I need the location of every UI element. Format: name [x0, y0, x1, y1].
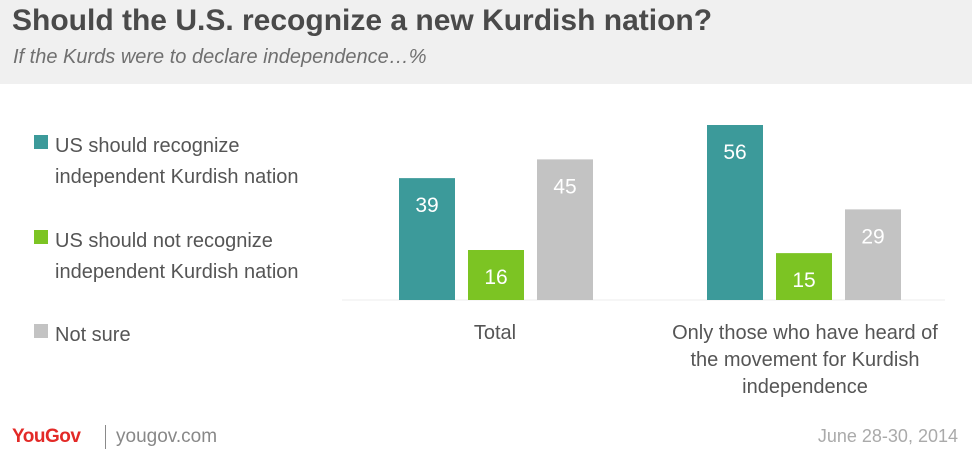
chart-title: Should the U.S. recognize a new Kurdish … [12, 4, 713, 37]
bar-recognize-1 [707, 125, 763, 300]
category-label-heard-of-movement: Only those who have heard of the movemen… [672, 322, 938, 398]
bar-not-recognize-1 [776, 253, 832, 300]
bar-not-sure-1 [845, 209, 901, 300]
bar-value-not-recognize-0: 16 [484, 266, 507, 289]
bar-value-not-sure-0: 45 [553, 175, 576, 198]
bar-value-not-sure-1: 29 [861, 225, 884, 248]
legend-label-recognize: US should recognize independent Kurdish … [55, 135, 299, 188]
footer-date: June 28-30, 2014 [817, 426, 958, 446]
footer-divider [105, 425, 106, 449]
category-label-total: Total [473, 322, 517, 344]
legend-swatch-not-recognize [34, 230, 48, 244]
legend-label-not-sure: Not sure [55, 324, 131, 346]
footer-site: yougov.com [116, 426, 218, 447]
bar-value-not-recognize-1: 15 [792, 269, 815, 292]
legend-swatch-not-sure [34, 324, 48, 338]
chart-subtitle: If the Kurds were to declare independenc… [13, 46, 427, 68]
bar-not-recognize-0 [468, 250, 524, 300]
legend-label-not-recognize: US should not recognize independent Kurd… [55, 230, 299, 283]
legend-swatch-recognize [34, 135, 48, 149]
bar-not-sure-0 [537, 159, 593, 300]
bar-value-recognize-1: 56 [723, 141, 746, 164]
bar-value-recognize-0: 39 [415, 194, 438, 217]
yougov-logo: YouGov [12, 426, 81, 447]
chart-header: Should the U.S. recognize a new Kurdish … [0, 0, 972, 84]
bar-recognize-0 [399, 178, 455, 300]
